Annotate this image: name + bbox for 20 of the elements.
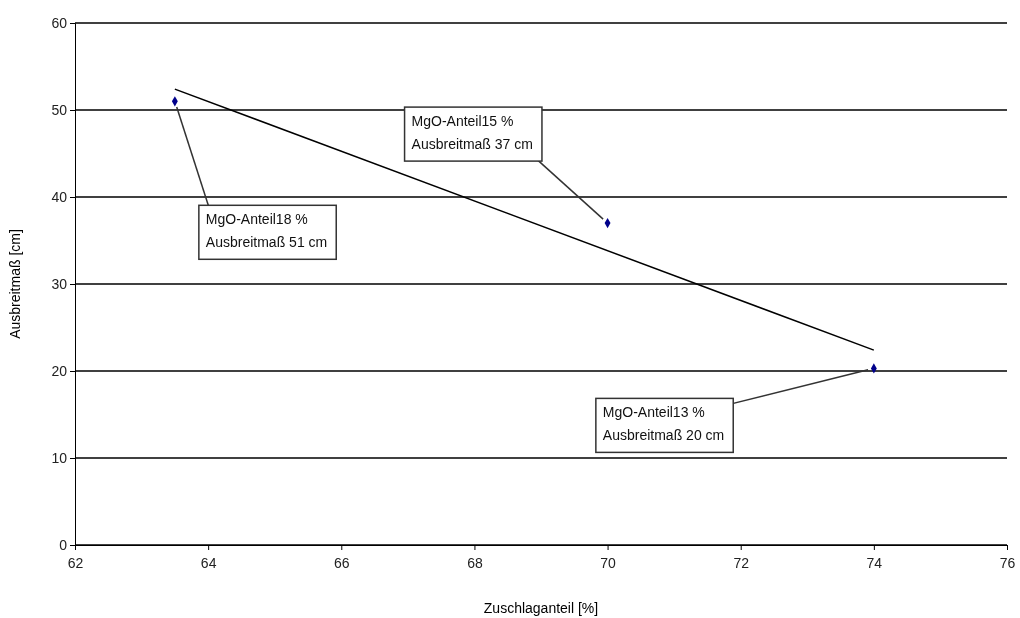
y-tick-label: 50 <box>51 101 68 118</box>
y-tick-label: 0 <box>59 536 68 553</box>
y-tick-label: 60 <box>51 14 68 31</box>
x-tick-label: 68 <box>467 555 483 572</box>
x-tick-label: 76 <box>999 555 1016 572</box>
x-tick-label: 72 <box>733 555 750 572</box>
x-tick-label: 70 <box>600 555 617 572</box>
x-axis-title: Zuschlaganteil [%] <box>483 600 599 616</box>
y-tick-label: 40 <box>51 188 68 205</box>
x-tick-label: 74 <box>866 555 883 572</box>
y-tick-label: 10 <box>51 449 68 466</box>
annotation: MgO-Anteil15 % Ausbreitmaß 37 cm <box>411 113 533 153</box>
x-tick-label: 64 <box>200 555 217 572</box>
annotation: MgO-Anteil13 % Ausbreitmaß 20 cm <box>602 404 725 444</box>
annotation: MgO-Anteil18 % Ausbreitmaß 51 cm <box>205 211 328 251</box>
y-tick-label: 20 <box>51 362 68 379</box>
x-tick-label: 62 <box>67 555 84 572</box>
y-axis-title: Ausbreitmaß [cm] <box>7 229 23 339</box>
x-tick-label: 66 <box>334 555 350 572</box>
y-tick-label: 30 <box>51 275 68 292</box>
